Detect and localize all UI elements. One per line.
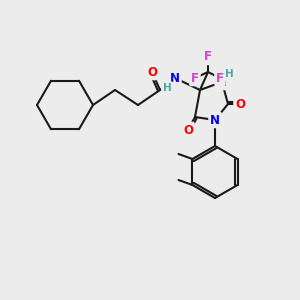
- Text: F: F: [204, 50, 212, 64]
- Text: O: O: [147, 65, 157, 79]
- Text: F: F: [216, 71, 224, 85]
- Text: N: N: [217, 76, 227, 88]
- Text: F: F: [191, 71, 199, 85]
- Text: O: O: [235, 98, 245, 110]
- Text: H: H: [163, 83, 171, 93]
- Text: N: N: [170, 71, 180, 85]
- Text: H: H: [225, 69, 233, 79]
- Text: O: O: [183, 124, 193, 136]
- Text: N: N: [210, 113, 220, 127]
